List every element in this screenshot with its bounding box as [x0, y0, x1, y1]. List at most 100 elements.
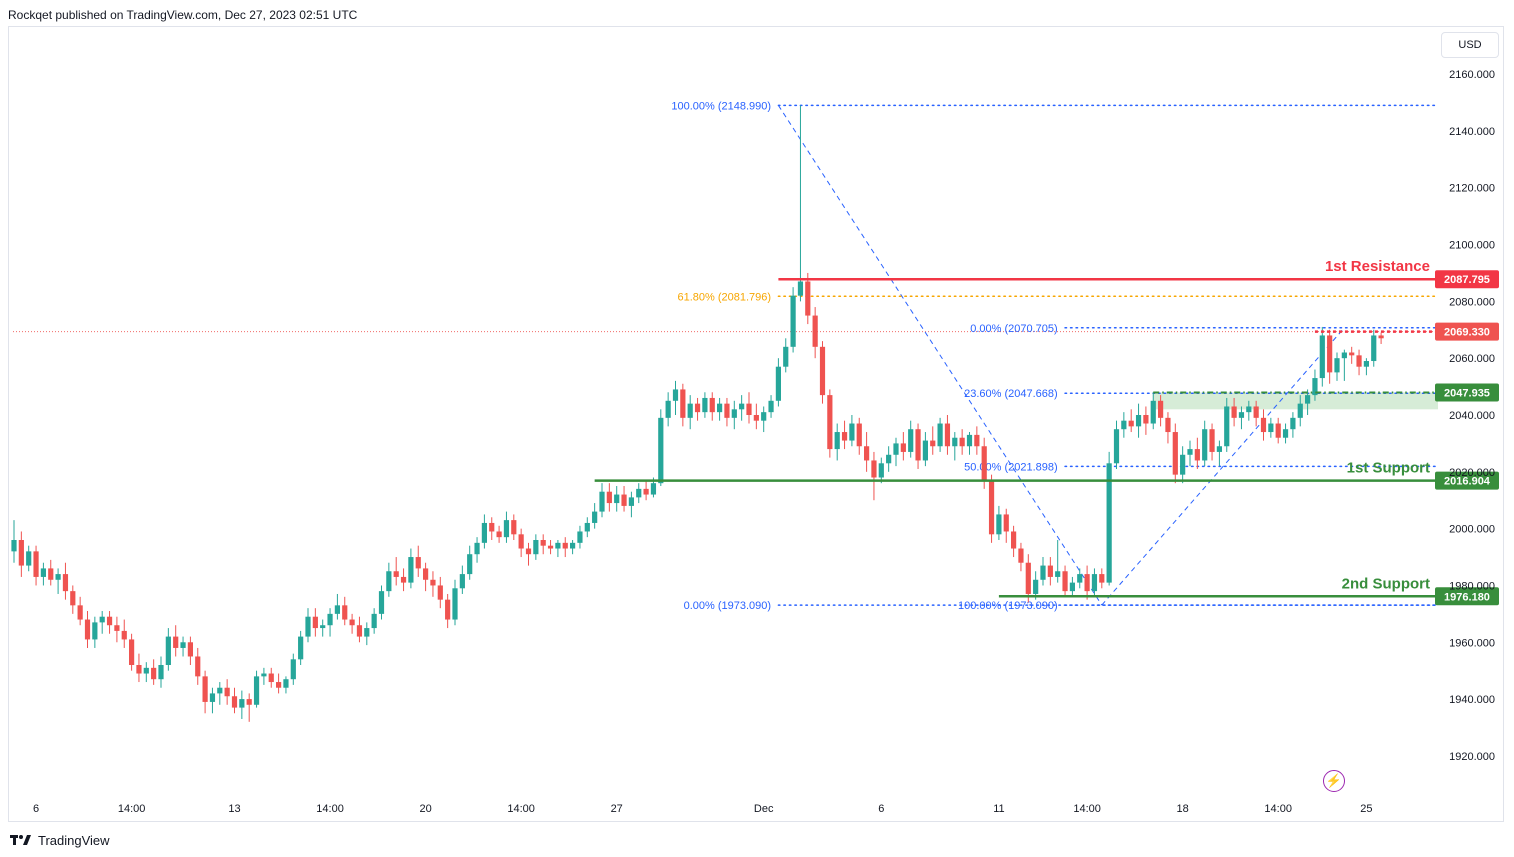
candle-body[interactable]	[1172, 432, 1178, 475]
candle-body[interactable]	[1018, 548, 1024, 563]
candle-body[interactable]	[195, 656, 201, 677]
candle-body[interactable]	[731, 409, 737, 418]
candle-body[interactable]	[187, 642, 193, 657]
candle-body[interactable]	[48, 568, 54, 580]
candle-body[interactable]	[672, 389, 679, 401]
candle-body[interactable]	[599, 491, 605, 512]
candle-body[interactable]	[386, 571, 392, 592]
candle-body[interactable]	[99, 616, 105, 623]
candle-body[interactable]	[908, 429, 914, 452]
candle-body[interactable]	[158, 665, 164, 680]
candle-body[interactable]	[496, 531, 502, 538]
lightning-icon[interactable]: ⚡	[1323, 770, 1345, 792]
candle-body[interactable]	[1165, 417, 1171, 433]
candle-body[interactable]	[415, 557, 421, 569]
candle-body[interactable]	[1143, 415, 1149, 424]
candle-body[interactable]	[283, 679, 289, 688]
candle-body[interactable]	[430, 579, 436, 586]
candle-body[interactable]	[1158, 400, 1164, 418]
candle-body[interactable]	[1253, 406, 1259, 418]
candle-body[interactable]	[702, 397, 708, 413]
candle-body[interactable]	[555, 542, 561, 549]
currency-button[interactable]: USD	[1441, 32, 1499, 58]
candle-body[interactable]	[1282, 429, 1289, 438]
candle-body[interactable]	[981, 446, 987, 481]
candle-body[interactable]	[393, 571, 399, 577]
candle-body[interactable]	[952, 437, 958, 447]
candle-body[interactable]	[570, 542, 576, 549]
candle-body[interactable]	[106, 616, 113, 626]
candle-body[interactable]	[1099, 574, 1105, 583]
candle-body[interactable]	[1055, 571, 1061, 577]
candle-body[interactable]	[937, 423, 943, 447]
candle-body[interactable]	[26, 551, 32, 566]
candle-body[interactable]	[1128, 420, 1134, 427]
candle-body[interactable]	[753, 415, 759, 421]
candle-body[interactable]	[959, 437, 965, 447]
candle-body[interactable]	[371, 613, 377, 629]
candle-body[interactable]	[1290, 417, 1296, 430]
candle-body[interactable]	[1135, 415, 1142, 427]
candle-body[interactable]	[18, 540, 24, 566]
candle-body[interactable]	[665, 400, 671, 418]
candle-body[interactable]	[1106, 463, 1112, 583]
candle-body[interactable]	[650, 483, 657, 495]
candle-body[interactable]	[680, 389, 686, 418]
candle-body[interactable]	[739, 403, 745, 410]
candle-body[interactable]	[151, 667, 157, 680]
candle-body[interactable]	[334, 605, 340, 614]
candle-body[interactable]	[1150, 400, 1156, 424]
candle-body[interactable]	[893, 443, 899, 455]
candle-body[interactable]	[231, 696, 238, 708]
candle-body[interactable]	[70, 591, 76, 606]
candle-body[interactable]	[1040, 565, 1046, 580]
candle-body[interactable]	[364, 628, 370, 637]
candle-body[interactable]	[408, 557, 414, 583]
candle-body[interactable]	[709, 397, 715, 413]
candle-body[interactable]	[1216, 446, 1222, 452]
candle-body[interactable]	[1378, 335, 1384, 339]
candle-body[interactable]	[1363, 361, 1369, 367]
candle-body[interactable]	[533, 540, 539, 555]
candle-body[interactable]	[77, 605, 83, 620]
candle-body[interactable]	[930, 440, 936, 447]
candle-body[interactable]	[1319, 335, 1325, 379]
candle-body[interactable]	[459, 574, 465, 589]
candle-body[interactable]	[202, 676, 208, 702]
candle-body[interactable]	[1069, 582, 1075, 592]
candle-body[interactable]	[658, 417, 664, 484]
candle-body[interactable]	[1077, 574, 1083, 583]
candle-body[interactable]	[209, 693, 216, 702]
candle-body[interactable]	[1047, 565, 1053, 577]
candle-body[interactable]	[775, 366, 781, 401]
candle-body[interactable]	[1062, 571, 1068, 592]
candle-body[interactable]	[812, 315, 818, 347]
candle-body[interactable]	[518, 534, 524, 549]
candle-body[interactable]	[1113, 429, 1120, 464]
candle-body[interactable]	[1194, 449, 1200, 461]
candle-body[interactable]	[1224, 406, 1230, 447]
candle-body[interactable]	[400, 576, 407, 583]
candle-body[interactable]	[173, 636, 179, 648]
candle-body[interactable]	[474, 542, 480, 555]
candle-body[interactable]	[525, 548, 532, 555]
candle-body[interactable]	[467, 554, 473, 575]
candle-body[interactable]	[834, 432, 840, 450]
candle-body[interactable]	[996, 514, 1002, 535]
candle-body[interactable]	[621, 494, 627, 506]
candle-body[interactable]	[349, 619, 355, 626]
candle-body[interactable]	[129, 639, 135, 665]
candle-body[interactable]	[298, 636, 304, 660]
candle-body[interactable]	[312, 616, 318, 629]
candle-body[interactable]	[614, 494, 620, 504]
candle-body[interactable]	[40, 568, 46, 577]
candle-body[interactable]	[856, 423, 862, 447]
candle-body[interactable]	[62, 574, 69, 592]
candle-body[interactable]	[165, 636, 171, 665]
candle-body[interactable]	[217, 687, 223, 694]
candle-body[interactable]	[1011, 531, 1017, 549]
candle-body[interactable]	[1334, 358, 1340, 373]
candle-body[interactable]	[253, 676, 260, 705]
candle-body[interactable]	[849, 423, 855, 441]
candle-body[interactable]	[121, 630, 127, 640]
